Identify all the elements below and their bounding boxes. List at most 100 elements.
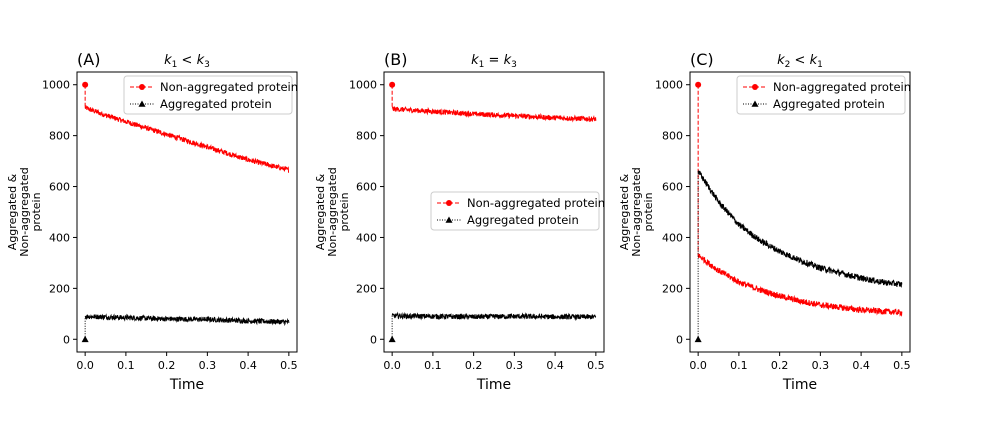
series-aggregated-trace xyxy=(391,311,597,322)
y-axis-label-line: Aggregated & xyxy=(6,173,19,250)
series-initial-marker xyxy=(81,335,89,343)
y-tick-label: 200 xyxy=(662,282,683,295)
series-aggregated-trace xyxy=(84,313,290,327)
panel-title: k2 < k1 xyxy=(777,53,823,70)
y-tick-label: 600 xyxy=(49,181,70,194)
series-initial-marker xyxy=(388,335,396,343)
x-tick-label: 0.4 xyxy=(546,359,564,372)
y-tick-label: 0 xyxy=(370,333,377,346)
panel-title: k1 = k3 xyxy=(471,53,517,70)
y-tick-label: 1000 xyxy=(655,79,683,92)
y-tick-label: 1000 xyxy=(349,79,377,92)
x-tick-label: 0.3 xyxy=(812,359,830,372)
legend-marker xyxy=(751,100,759,107)
panel-1: 0.0 0.1 0.2 0.3 0.4 0.5 0 200 400 600 800 1000 Time A… xyxy=(6,50,298,393)
x-tick-label: 0.1 xyxy=(117,359,135,372)
panel-label: (C) xyxy=(690,50,714,69)
y-axis-label-line: Non-aggregated xyxy=(326,167,339,256)
y-axis-label: Aggregated &Non-aggregatedprotein xyxy=(6,167,43,256)
axes-frame xyxy=(689,71,911,353)
x-tick-label: 0.5 xyxy=(587,359,605,372)
x-tick-label: 0.4 xyxy=(239,359,257,372)
legend: Non-aggregated protein Aggregated protein xyxy=(123,75,298,115)
legend-entry-label: Aggregated protein xyxy=(773,97,885,111)
x-tick-label: 0.2 xyxy=(465,359,483,372)
y-tick-label: 800 xyxy=(356,130,377,143)
series-initial-marker xyxy=(389,81,396,88)
panel-title-part: 3 xyxy=(204,60,210,70)
legend-entry-label: Non-aggregated protein xyxy=(773,80,911,94)
x-tick-label: 0.1 xyxy=(424,359,442,372)
panel-title-part: k xyxy=(471,53,479,68)
panel-title-part: k xyxy=(777,53,785,68)
y-axis-label-line: Aggregated & xyxy=(314,173,327,250)
x-tick-label: 0.2 xyxy=(158,359,176,372)
panel-title-part: 1 xyxy=(817,60,823,70)
legend: Non-aggregated protein Aggregated protein xyxy=(430,191,605,231)
y-tick-label: 800 xyxy=(662,130,683,143)
series-non-aggregated-trace xyxy=(84,105,290,174)
y-axis-label-line: protein xyxy=(30,192,43,231)
series-initial-marker xyxy=(82,81,89,88)
panel-title-part: 3 xyxy=(511,60,517,70)
panel-title-part: k xyxy=(197,53,205,68)
x-tick-label: 0.0 xyxy=(76,359,94,372)
y-tick-label: 1000 xyxy=(42,79,70,92)
y-axis-label-line: Aggregated & xyxy=(618,173,631,250)
legend-entry-label: Aggregated protein xyxy=(467,213,579,227)
panel-title-part: = xyxy=(484,53,503,68)
legend-entry-label: Aggregated protein xyxy=(160,97,272,111)
x-tick-label: 0.0 xyxy=(689,359,707,372)
x-tick-label: 0.0 xyxy=(383,359,401,372)
y-tick-label: 600 xyxy=(662,181,683,194)
panel-title-part: k xyxy=(164,53,172,68)
series-initial-marker xyxy=(694,335,702,343)
y-axis-label-line: Non-aggregated xyxy=(630,167,643,256)
panel-label: (A) xyxy=(77,50,100,69)
axes-frame xyxy=(383,71,605,353)
x-tick-label: 0.3 xyxy=(506,359,524,372)
panel-3: 0.0 0.1 0.2 0.3 0.4 0.5 0 200 400 600 800 1000 Time A… xyxy=(618,50,911,393)
legend-marker xyxy=(138,100,146,107)
legend-box xyxy=(123,75,293,115)
legend-marker xyxy=(752,84,758,90)
x-tick-label: 0.5 xyxy=(893,359,911,372)
y-axis-label: Aggregated &Non-aggregatedprotein xyxy=(618,167,655,256)
x-tick-label: 0.4 xyxy=(852,359,870,372)
y-axis-label-line: protein xyxy=(642,192,655,231)
x-axis-label: Time xyxy=(476,377,511,393)
y-tick-label: 200 xyxy=(49,282,70,295)
panel-title-part: < xyxy=(790,53,809,68)
legend-entry-label: Non-aggregated protein xyxy=(467,196,605,210)
legend-marker xyxy=(139,84,145,90)
panel-title-part: < xyxy=(177,53,196,68)
y-tick-label: 0 xyxy=(63,333,70,346)
y-tick-label: 400 xyxy=(356,231,377,244)
y-axis-label: Aggregated &Non-aggregatedprotein xyxy=(314,167,351,256)
panel-title-part: 1 xyxy=(479,60,485,70)
legend-entry-label: Non-aggregated protein xyxy=(160,80,298,94)
y-tick-label: 0 xyxy=(676,333,683,346)
axes-frame xyxy=(76,71,298,353)
panel-title: k1 < k3 xyxy=(164,53,210,70)
y-tick-label: 400 xyxy=(662,231,683,244)
legend-box xyxy=(430,191,600,231)
x-axis-label: Time xyxy=(169,377,204,393)
x-tick-label: 0.5 xyxy=(280,359,298,372)
panel-label: (B) xyxy=(384,50,407,69)
series-non-aggregated-trace xyxy=(391,106,597,123)
series-aggregated-trace xyxy=(697,170,903,288)
x-tick-label: 0.3 xyxy=(199,359,217,372)
legend-marker xyxy=(446,200,452,206)
series-non-aggregated-trace xyxy=(697,253,903,317)
y-tick-label: 400 xyxy=(49,231,70,244)
panel-2: 0.0 0.1 0.2 0.3 0.4 0.5 0 200 400 600 800 1000 Time A… xyxy=(314,50,605,393)
x-tick-label: 0.1 xyxy=(730,359,748,372)
panel-title-part: 1 xyxy=(172,60,178,70)
panel-title-part: k xyxy=(810,53,818,68)
x-tick-label: 0.2 xyxy=(771,359,789,372)
legend-box xyxy=(736,75,906,115)
legend-marker xyxy=(445,216,453,223)
legend: Non-aggregated protein Aggregated protein xyxy=(736,75,911,115)
